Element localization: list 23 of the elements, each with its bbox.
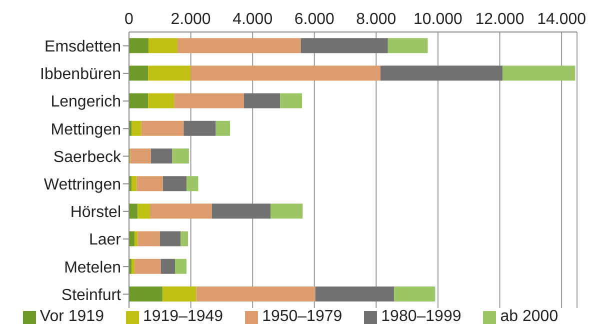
y-tick-label: Metelen xyxy=(64,259,121,276)
y-tick-label: Saerbeck xyxy=(53,148,122,166)
legend-label: ab 2000 xyxy=(500,308,558,326)
x-tick-label: 12.000 xyxy=(475,11,524,28)
x-tick-label: 4.000 xyxy=(232,11,273,28)
x-tick-label: 14.000 xyxy=(537,11,586,28)
legend-label: 1919–1949 xyxy=(142,308,224,326)
y-tick-label: Steinfurt xyxy=(61,286,122,304)
legend-label: Vor 1919 xyxy=(40,308,104,326)
y-tick-label: Emsdetten xyxy=(44,38,121,56)
x-tick-label: 8.000 xyxy=(356,11,396,28)
x-tick-label: 0 xyxy=(124,11,134,28)
x-tick-label: 6.000 xyxy=(294,11,334,28)
x-tick-label: 2.000 xyxy=(170,11,211,28)
legend-label: 1950–1979 xyxy=(262,308,342,326)
y-tick-label: Lengerich xyxy=(50,94,121,111)
x-tick-label: 10.000 xyxy=(413,11,463,28)
y-tick-label: Hörstel xyxy=(70,204,121,222)
legend-label: 1980–1999 xyxy=(381,308,462,326)
y-tick-label: Ibbenbüren xyxy=(40,66,121,84)
y-tick-label: Laer xyxy=(88,232,122,249)
y-tick-label: Mettingen xyxy=(50,121,121,138)
y-tick-label: Wettringen xyxy=(44,176,121,194)
